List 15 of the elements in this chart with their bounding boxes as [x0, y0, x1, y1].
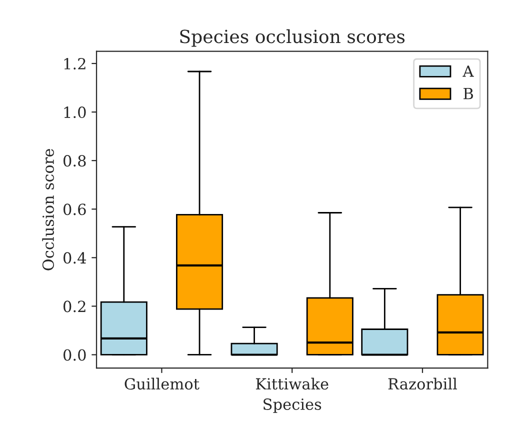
- x-tick-label: Razorbill: [388, 378, 457, 390]
- y-tick-label: 0.4: [64, 252, 86, 264]
- x-tick-label: Kittiwake: [256, 378, 328, 390]
- chart-title: Species occlusion scores: [180, 29, 405, 47]
- y-tick-label: 0.2: [64, 300, 86, 312]
- y-axis-title: Occlusion score: [42, 149, 54, 270]
- x-tick-label: Guillemot: [124, 378, 200, 390]
- y-tick-label: 0.8: [64, 155, 86, 167]
- legend-label: B: [464, 88, 473, 100]
- y-tick-label: 1.0: [64, 106, 86, 118]
- y-tick-label: 0.0: [64, 349, 86, 361]
- legend-label: A: [462, 66, 474, 77]
- y-tick-label: 1.2: [64, 58, 86, 70]
- y-tick-label: 0.6: [64, 204, 86, 216]
- x-axis-title: Species: [264, 398, 322, 413]
